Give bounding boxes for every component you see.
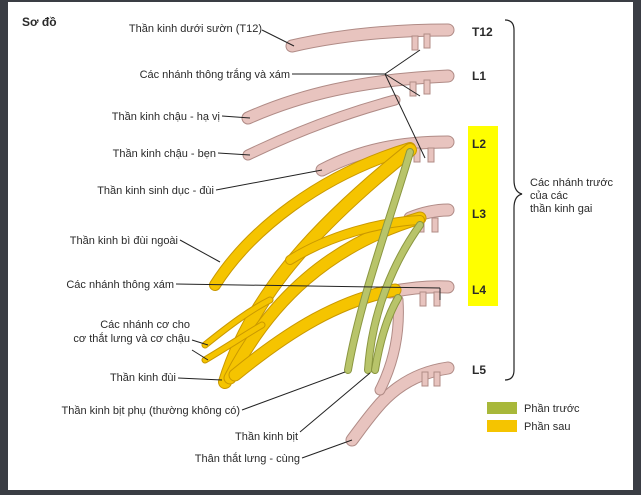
posterior-divisions (201, 142, 427, 389)
rami-knobs (409, 33, 441, 387)
label-muscular-branches-1: Các nhánh cơ cho (100, 319, 190, 331)
legend-swatch-posterior (487, 420, 517, 432)
spinal-roots (241, 23, 455, 447)
level-brace (504, 19, 523, 381)
label-rami-white-gray: Các nhánh thông trắng và xám (140, 68, 290, 81)
leader-lines (175, 29, 441, 459)
legend-swatch-anterior (487, 402, 517, 414)
legend-label-anterior: Phần trước (524, 403, 580, 415)
label-iliohypogastric: Thần kinh chậu - hạ vị (112, 111, 220, 123)
brace-label-line-1: Các nhánh trước (530, 177, 614, 189)
label-gray-rami: Các nhánh thông xám (66, 279, 174, 291)
label-lat-femoral-cutaneous: Thần kinh bì đùi ngoài (70, 235, 178, 247)
diagram-title: Sơ đồ (22, 15, 57, 29)
l2-l4-highlight (468, 126, 498, 306)
level-t12: T12 (472, 25, 493, 39)
brace-label-line-3: thần kinh gai (530, 203, 592, 215)
brace-label-line-2: của các (530, 190, 568, 202)
label-lumbosacral-trunk: Thân thắt lưng - cùng (195, 452, 300, 465)
label-accessory-obturator: Thần kinh bịt phụ (thường không có) (62, 405, 240, 417)
label-ilioinguinal: Thần kinh chậu - bẹn (113, 148, 216, 160)
level-l2: L2 (472, 137, 486, 151)
level-l3: L3 (472, 207, 486, 221)
level-l5: L5 (472, 363, 486, 377)
label-t12-nerve: Thần kinh dưới sườn (T12) (129, 23, 262, 35)
label-genitofemoral: Thần kinh sinh dục - đùi (97, 185, 214, 197)
anterior-divisions (344, 148, 424, 374)
level-l4: L4 (472, 283, 486, 297)
level-l1: L1 (472, 69, 486, 83)
legend-label-posterior: Phần sau (524, 421, 570, 433)
label-obturator: Thần kinh bịt (235, 431, 298, 443)
label-muscular-branches-2: cơ thắt lưng và cơ chậu (73, 332, 190, 345)
label-femoral: Thần kinh đùi (110, 372, 176, 384)
legend: Phần trước Phần sau (487, 402, 580, 433)
